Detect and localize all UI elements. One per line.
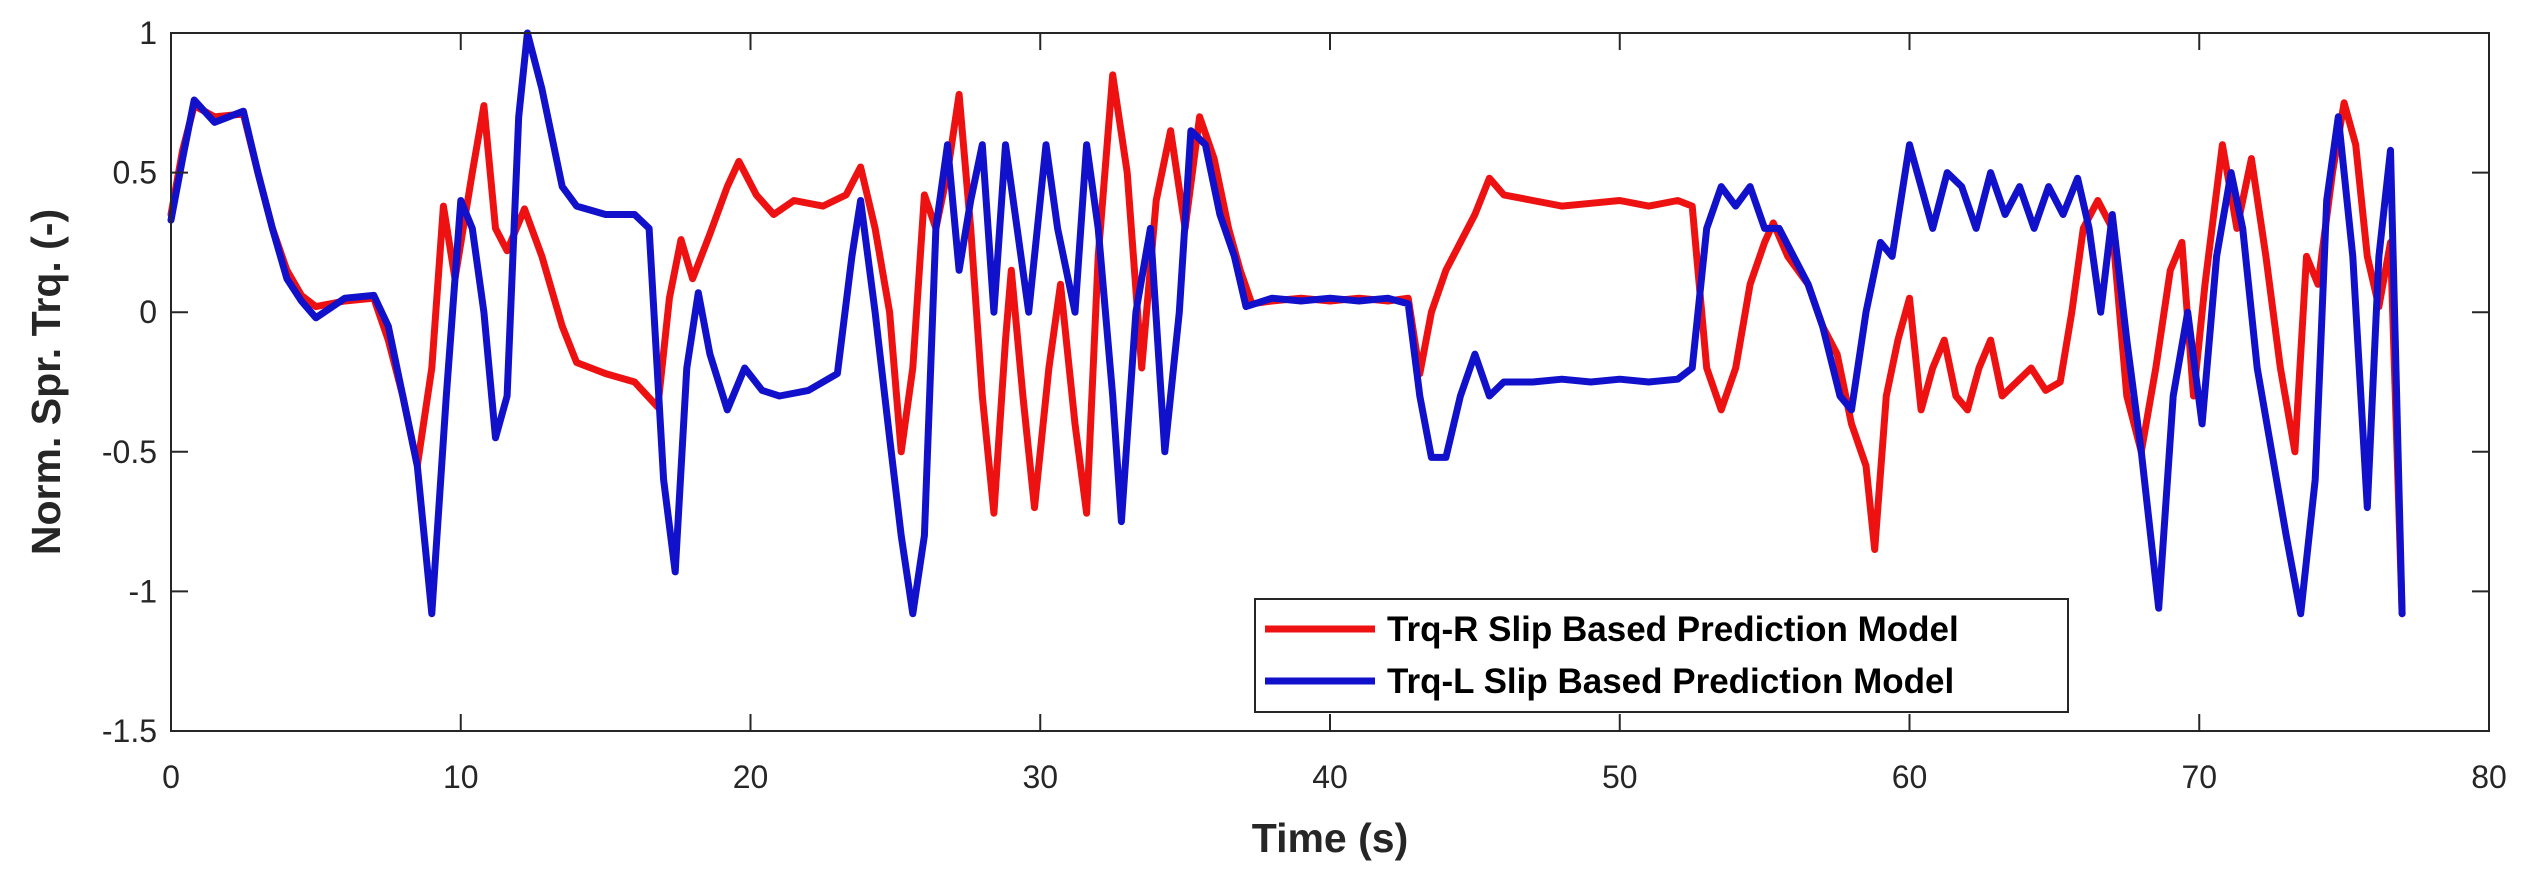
y-tick-label: -0.5 bbox=[102, 434, 157, 470]
y-tick-label: 0.5 bbox=[113, 155, 157, 191]
ticks-layer: 0 10 20 30 40 50 60 70 80 -1.5 -1 -0.5 0 0.5 1 bbox=[102, 15, 2507, 795]
x-tick-label: 10 bbox=[443, 759, 479, 795]
series-layer bbox=[167, 29, 2406, 618]
legend: Trq-R Slip Based Prediction Model Trq-L … bbox=[1254, 598, 2069, 713]
legend-label-trq-r: Trq-R Slip Based Prediction Model bbox=[1387, 610, 1959, 649]
x-tick-label: 60 bbox=[1892, 759, 1928, 795]
y-tick-label: -1 bbox=[129, 573, 157, 609]
x-tick-label: 40 bbox=[1312, 759, 1348, 795]
x-tick-label: 70 bbox=[2181, 759, 2217, 795]
y-tick-label: -1.5 bbox=[102, 713, 157, 749]
x-tick-label: 50 bbox=[1602, 759, 1638, 795]
y-axis-title: Norm. Spr. Trq. (-) bbox=[23, 209, 69, 555]
x-tick-label: 30 bbox=[1022, 759, 1058, 795]
y-tick-label: 0 bbox=[139, 294, 157, 330]
legend-box bbox=[1254, 598, 2069, 713]
x-tick-label: 20 bbox=[733, 759, 769, 795]
x-tick-label: 0 bbox=[162, 759, 180, 795]
x-tick-label: 80 bbox=[2471, 759, 2507, 795]
legend-label-trq-l: Trq-L Slip Based Prediction Model bbox=[1387, 662, 1954, 701]
x-axis-title: Time (s) bbox=[1252, 815, 1408, 861]
y-tick-label: 1 bbox=[139, 15, 157, 51]
series-line-trq-l bbox=[167, 29, 2406, 618]
